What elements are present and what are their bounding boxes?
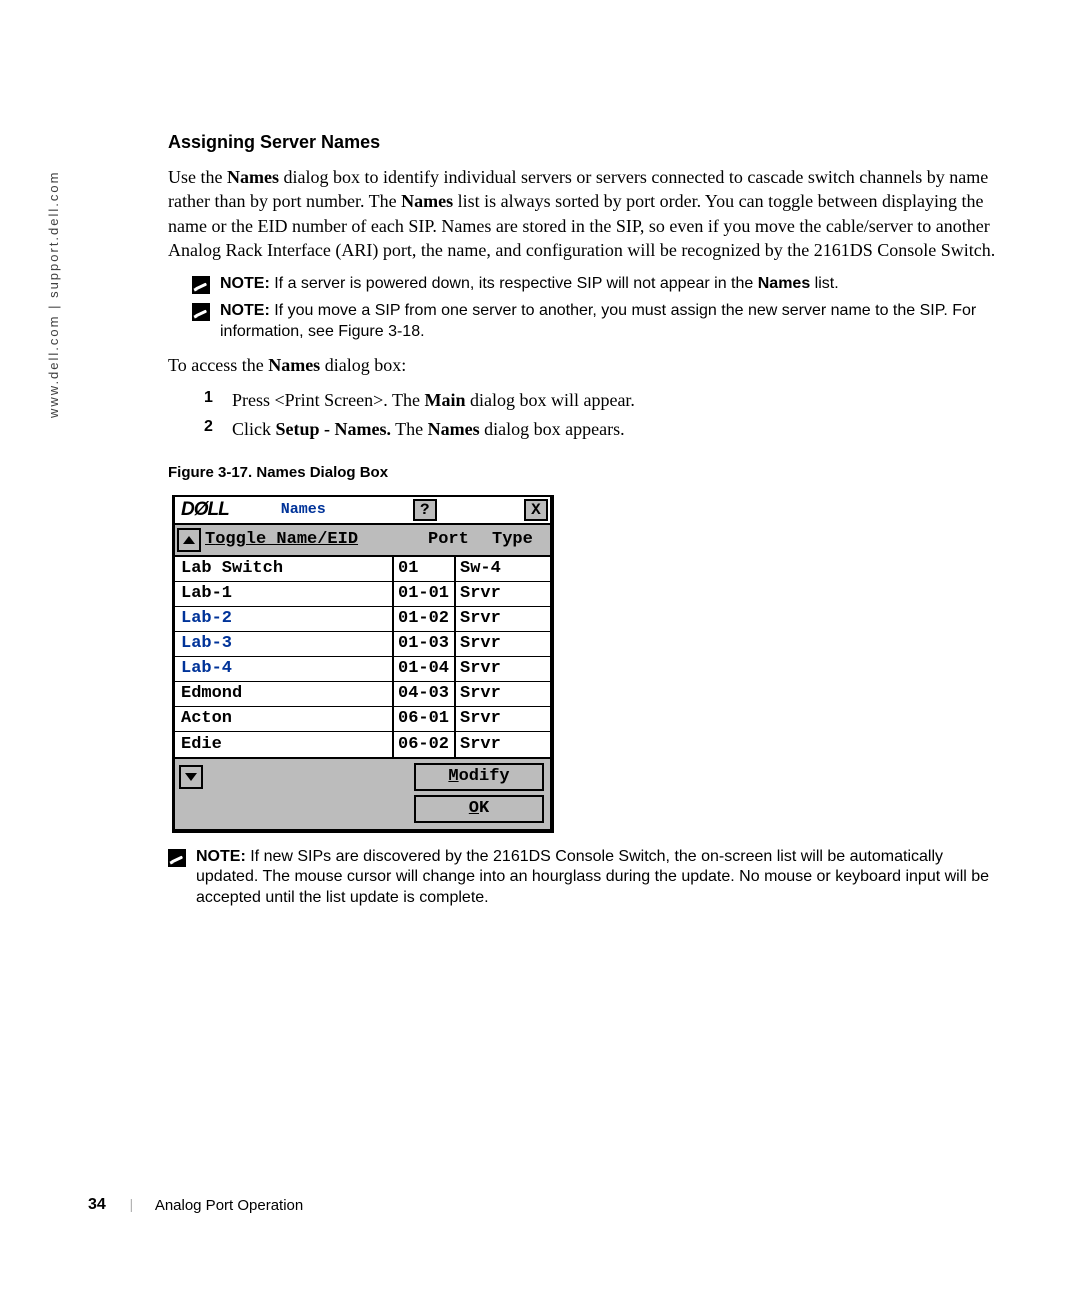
note-icon [168, 849, 186, 867]
scroll-up-button[interactable] [177, 528, 201, 552]
step-number: 2 [204, 418, 232, 441]
separator: | [130, 1197, 133, 1214]
cell-port: 01 [394, 557, 456, 581]
cell-type: Srvr [456, 657, 501, 681]
cell-name: Lab-4 [175, 657, 394, 681]
cell-port: 01-02 [394, 607, 456, 631]
ok-button[interactable]: OK [414, 795, 544, 823]
note-3-text: NOTE: If new SIPs are discovered by the … [196, 847, 998, 909]
help-button[interactable]: ? [413, 499, 437, 521]
cell-type: Srvr [456, 632, 501, 656]
scroll-down-button[interactable] [179, 765, 203, 789]
note-1-text: NOTE: If a server is powered down, its r… [220, 274, 839, 295]
cell-type: Srvr [456, 732, 501, 757]
dialog-header: Toggle Name/EID Port Type [175, 525, 550, 557]
cell-name: Lab-2 [175, 607, 394, 631]
cell-type: Srvr [456, 682, 501, 706]
sidebar: www.dell.com | support.dell.com [34, 130, 54, 420]
dialog-titlebar: DØLL Names ? X [175, 497, 550, 525]
table-row[interactable]: Lab-1 01-01 Srvr [175, 582, 550, 607]
cell-name: Edie [175, 732, 394, 757]
step-text: Press <Print Screen>. The Main dialog bo… [232, 389, 635, 412]
dialog-body: Lab Switch 01 Sw-4 Lab-1 01-01 Srvr Lab-… [175, 557, 550, 759]
dialog-footer: Modify OK [175, 759, 550, 829]
dell-logo: DØLL [175, 499, 233, 521]
section-name: Analog Port Operation [155, 1197, 303, 1214]
cell-name: Lab Switch [175, 557, 394, 581]
dialog-title: Names [281, 501, 326, 518]
table-row[interactable]: Lab-3 01-03 Srvr [175, 632, 550, 657]
page-footer: 34 | Analog Port Operation [88, 1196, 303, 1214]
table-row[interactable]: Lab Switch 01 Sw-4 [175, 557, 550, 582]
cell-name: Lab-1 [175, 582, 394, 606]
cell-port: 04-03 [394, 682, 456, 706]
step-text: Click Setup - Names. The Names dialog bo… [232, 418, 625, 441]
cell-type: Srvr [456, 707, 501, 731]
ordered-list: 1 Press <Print Screen>. The Main dialog … [204, 389, 998, 442]
toggle-name-eid-button[interactable]: Toggle Name/EID [205, 530, 358, 549]
cell-name: Edmond [175, 682, 394, 706]
cell-type: Srvr [456, 582, 501, 606]
section-heading: Assigning Server Names [168, 132, 998, 153]
column-port: Port [428, 530, 490, 549]
figure-caption: Figure 3-17. Names Dialog Box [168, 464, 998, 481]
note-icon [192, 276, 210, 294]
access-text: To access the Names dialog box: [168, 353, 998, 377]
cell-port: 01-03 [394, 632, 456, 656]
sidebar-url: www.dell.com | support.dell.com [46, 171, 61, 418]
note-2-text: NOTE: If you move a SIP from one server … [220, 301, 998, 343]
cell-port: 06-01 [394, 707, 456, 731]
column-type: Type [490, 530, 550, 549]
modify-button[interactable]: Modify [414, 763, 544, 791]
table-row[interactable]: Edmond 04-03 Srvr [175, 682, 550, 707]
cell-port: 06-02 [394, 732, 456, 757]
note-icon [192, 303, 210, 321]
list-item: 2 Click Setup - Names. The Names dialog … [204, 418, 998, 441]
content: Assigning Server Names Use the Names dia… [168, 132, 998, 911]
cell-name: Acton [175, 707, 394, 731]
cell-type: Srvr [456, 607, 501, 631]
table-row[interactable]: Lab-4 01-04 Srvr [175, 657, 550, 682]
cell-type: Sw-4 [456, 557, 501, 581]
paragraph-1: Use the Names dialog box to identify ind… [168, 165, 998, 262]
table-row[interactable]: Edie 06-02 Srvr [175, 732, 550, 757]
table-row[interactable]: Lab-2 01-02 Srvr [175, 607, 550, 632]
list-item: 1 Press <Print Screen>. The Main dialog … [204, 389, 998, 412]
note-1: NOTE: If a server is powered down, its r… [192, 274, 998, 295]
cell-port: 01-01 [394, 582, 456, 606]
names-dialog: DØLL Names ? X Toggle Name/EID Port Type… [172, 495, 554, 833]
cell-port: 01-04 [394, 657, 456, 681]
cell-name: Lab-3 [175, 632, 394, 656]
note-3: NOTE: If new SIPs are discovered by the … [168, 847, 998, 909]
note-2: NOTE: If you move a SIP from one server … [192, 301, 998, 343]
close-button[interactable]: X [524, 499, 548, 521]
page-number: 34 [88, 1196, 106, 1214]
table-row[interactable]: Acton 06-01 Srvr [175, 707, 550, 732]
step-number: 1 [204, 389, 232, 412]
